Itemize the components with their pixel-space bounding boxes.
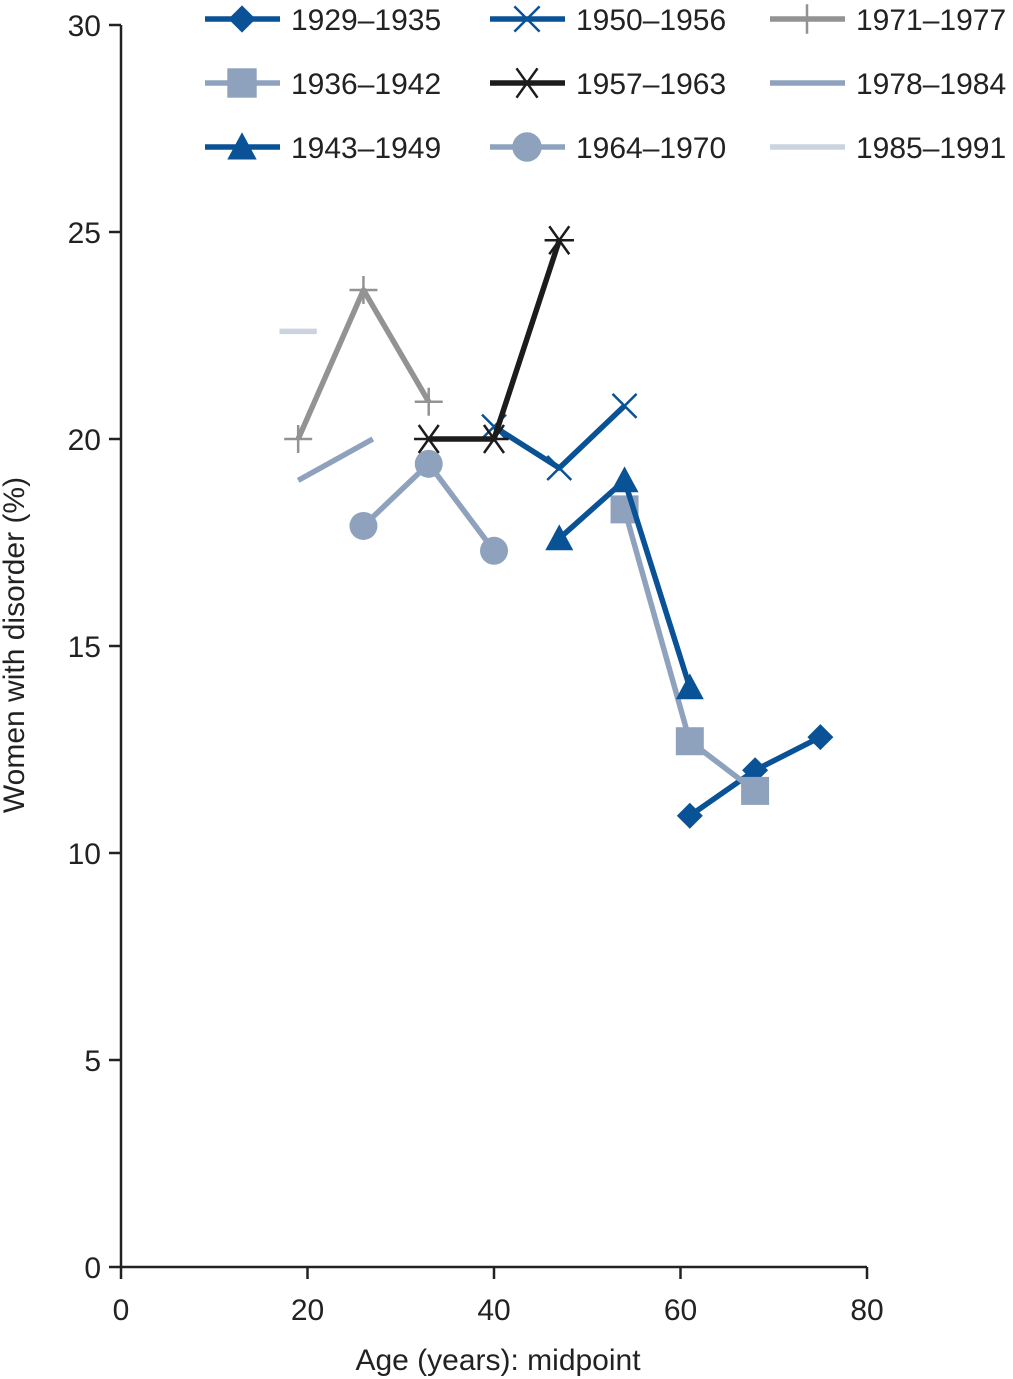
axes: 0 5 10 15 20 25 30 0 20 40 60 80 [68, 10, 884, 1327]
legend-item: 1957–1963 [490, 67, 726, 101]
series-1936-1942 [610, 495, 770, 805]
series-line [295, 287, 432, 441]
series-1957-1963 [414, 225, 574, 454]
legend-label: 1929–1935 [291, 4, 441, 37]
data-point [676, 802, 703, 829]
y-tick-label: 20 [68, 424, 101, 457]
y-tick-label: 30 [68, 10, 101, 43]
data-point [414, 387, 443, 416]
legend-label: 1971–1977 [856, 4, 1006, 37]
data-point [610, 466, 639, 493]
data-point [414, 424, 444, 454]
legend-marker [227, 68, 257, 98]
legend-item: 1950–1956 [490, 4, 726, 37]
x-tick-label: 20 [291, 1294, 324, 1327]
data-point [544, 225, 574, 256]
legend-label: 1964–1970 [576, 132, 726, 165]
legend-marker [511, 67, 543, 99]
legend-item: 1964–1970 [490, 132, 726, 165]
x-tick-label: 80 [850, 1294, 883, 1327]
series-line [296, 436, 375, 483]
series-1978-1984 [296, 436, 375, 483]
data-point [414, 449, 443, 478]
data-point [545, 524, 574, 551]
y-tick-label: 25 [68, 217, 101, 250]
legend-item: 1943–1949 [205, 132, 441, 165]
data-point [611, 392, 638, 419]
x-tick-label: 60 [664, 1294, 697, 1327]
data-point [546, 455, 573, 481]
x-tick-label: 0 [113, 1294, 130, 1327]
legend-marker [512, 132, 542, 162]
y-tick-label: 5 [84, 1045, 101, 1078]
series-1971-1977 [284, 275, 443, 453]
data-point [349, 275, 378, 304]
series-1950-1956 [481, 392, 638, 481]
data-point [349, 511, 378, 540]
data-point [741, 776, 770, 805]
series-1943-1949 [545, 466, 704, 700]
legend-marker [227, 132, 257, 160]
legend-label: 1978–1984 [856, 68, 1006, 101]
series-1929-1935 [676, 724, 834, 829]
legend-marker [228, 5, 256, 33]
data-point [742, 757, 769, 784]
legend-label: 1943–1949 [291, 132, 441, 165]
series-line [492, 403, 627, 471]
data-point [675, 673, 704, 700]
data-point [480, 536, 508, 565]
x-axis-title: Age (years): midpoint [355, 1344, 641, 1377]
data-point [807, 724, 834, 751]
data-point [479, 424, 509, 454]
series-1964-1970 [349, 449, 508, 565]
legend-item: 1929–1935 [205, 4, 441, 37]
legend-item: 1971–1977 [770, 4, 1006, 37]
legend-marker [513, 5, 541, 33]
legend: 1929–1935 1936–1942 1943–1949 1950–1956 1957… [205, 4, 1006, 165]
legend-label: 1950–1956 [576, 4, 726, 37]
x-tick-label: 40 [477, 1294, 510, 1327]
y-axis-title: Women with disorder (%) [0, 477, 31, 813]
legend-marker [792, 4, 822, 34]
series-line [428, 239, 562, 442]
legend-label: 1985–1991 [856, 132, 1006, 165]
legend-label: 1957–1963 [576, 68, 726, 101]
data-point [675, 727, 704, 756]
y-tick-label: 15 [68, 631, 101, 664]
legend-item: 1985–1991 [770, 132, 1006, 165]
y-tick-label: 10 [68, 838, 101, 871]
legend-item: 1936–1942 [205, 68, 441, 101]
series-layer [279, 225, 834, 829]
legend-item: 1978–1984 [770, 68, 1006, 101]
y-tick-label: 0 [84, 1252, 101, 1285]
data-point [284, 425, 313, 453]
legend-label: 1936–1942 [291, 68, 441, 101]
